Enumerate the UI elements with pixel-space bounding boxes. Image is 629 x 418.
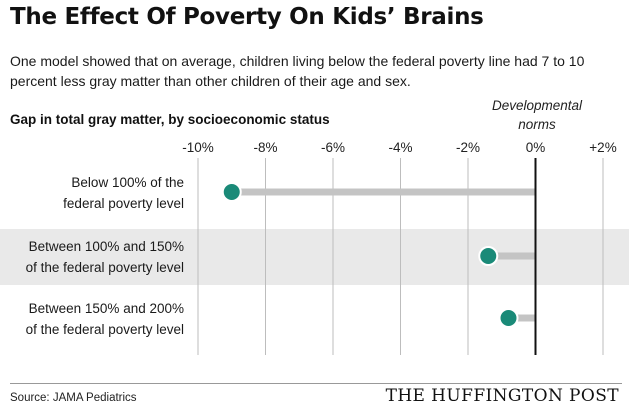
footer-divider — [10, 383, 622, 384]
x-tick-label: -10% — [182, 140, 214, 155]
x-tick-label: -6% — [321, 140, 345, 155]
category-label: of the federal poverty level — [26, 322, 184, 337]
x-tick-label: 0% — [526, 140, 546, 155]
category-label: federal poverty level — [63, 196, 184, 211]
data-point — [478, 246, 499, 266]
source-note: Source: JAMA Pediatrics — [10, 392, 137, 404]
chart-subtitle: One model showed that on average, childr… — [10, 53, 585, 89]
x-tick-label: +2% — [589, 140, 616, 155]
brand-logo: THE HUFFINGTON POST — [385, 386, 619, 406]
category-label: Between 100% and 150% — [29, 239, 184, 254]
axis-title: Gap in total gray matter, by socioeconom… — [10, 112, 330, 127]
data-point — [498, 308, 519, 328]
x-tick-label: -4% — [388, 140, 412, 155]
data-point — [221, 182, 242, 202]
category-label: Below 100% of the — [71, 175, 184, 190]
chart-title: The Effect Of Poverty On Kids’ Brains — [10, 4, 484, 30]
category-label: of the federal poverty level — [26, 260, 184, 275]
x-tick-label: -8% — [253, 140, 277, 155]
category-label: Between 150% and 200% — [29, 301, 184, 316]
x-tick-label: -2% — [456, 140, 480, 155]
reference-label: Developmental norms — [491, 98, 583, 132]
